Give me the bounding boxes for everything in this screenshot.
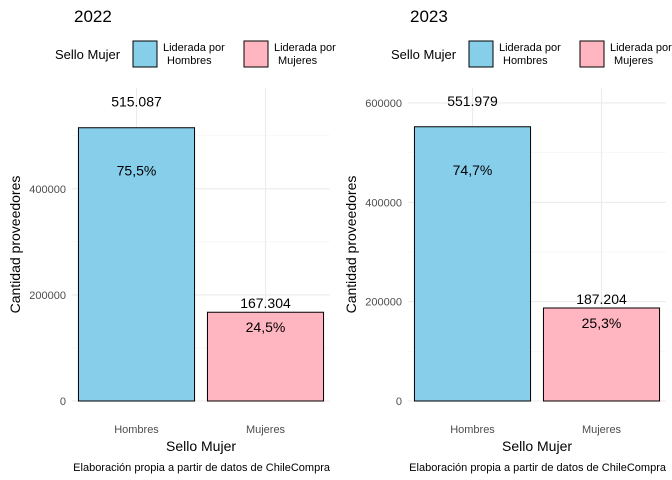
chart-title: 2022 bbox=[74, 7, 112, 26]
x-tick-label: Hombres bbox=[114, 424, 159, 436]
value-label: 515.087 bbox=[111, 94, 162, 110]
value-label: 167.304 bbox=[240, 295, 291, 311]
x-axis-title: Sello Mujer bbox=[502, 438, 572, 454]
legend-label-line: Liderada por bbox=[163, 42, 225, 54]
x-axis-title: Sello Mujer bbox=[166, 438, 236, 454]
legend-label-line: Liderada por bbox=[499, 42, 561, 54]
y-axis-title: Cantidad proveedores bbox=[7, 176, 23, 314]
percent-label: 24,5% bbox=[246, 319, 286, 335]
y-tick-label: 0 bbox=[60, 396, 66, 408]
bar-hombres bbox=[413, 126, 532, 402]
bar-mujeres bbox=[542, 307, 661, 402]
caption: Elaboración propia a partir de datos de … bbox=[409, 462, 667, 474]
caption: Elaboración propia a partir de datos de … bbox=[73, 462, 331, 474]
percent-label: 74,7% bbox=[453, 162, 493, 178]
y-tick-label: 0 bbox=[396, 396, 402, 408]
legend-label-line: Hombres bbox=[503, 55, 548, 67]
x-tick-label: Mujeres bbox=[582, 424, 622, 436]
x-tick-label: Mujeres bbox=[246, 424, 286, 436]
chart-title: 2023 bbox=[410, 7, 448, 26]
y-tick-label: 200000 bbox=[365, 297, 402, 309]
percent-label: 25,3% bbox=[582, 315, 622, 331]
legend-key-mujeres bbox=[243, 40, 269, 68]
legend-key-hombres bbox=[132, 40, 158, 68]
percent-label: 75,5% bbox=[117, 163, 157, 179]
value-label: 551.979 bbox=[447, 93, 498, 109]
legend-title: Sello Mujer bbox=[55, 47, 121, 62]
legend-label-line: Liderada por bbox=[610, 42, 672, 54]
y-tick-label: 200000 bbox=[29, 290, 66, 302]
y-axis-title: Cantidad proveedores bbox=[343, 176, 359, 314]
bar-mujeres bbox=[206, 311, 325, 402]
legend-label-line: Mujeres bbox=[278, 55, 318, 67]
value-label: 187.204 bbox=[576, 291, 627, 307]
legend-key-mujeres bbox=[579, 40, 605, 68]
y-tick-label: 400000 bbox=[365, 197, 402, 209]
legend-key-hombres bbox=[468, 40, 494, 68]
legend-label-line: Mujeres bbox=[614, 55, 654, 67]
y-tick-label: 400000 bbox=[29, 184, 66, 196]
x-tick-label: Hombres bbox=[450, 424, 495, 436]
bar-hombres bbox=[77, 127, 196, 402]
legend-label-line: Hombres bbox=[167, 55, 212, 67]
legend-label-line: Liderada por bbox=[274, 42, 336, 54]
legend-title: Sello Mujer bbox=[391, 47, 457, 62]
y-tick-label: 600000 bbox=[365, 98, 402, 110]
